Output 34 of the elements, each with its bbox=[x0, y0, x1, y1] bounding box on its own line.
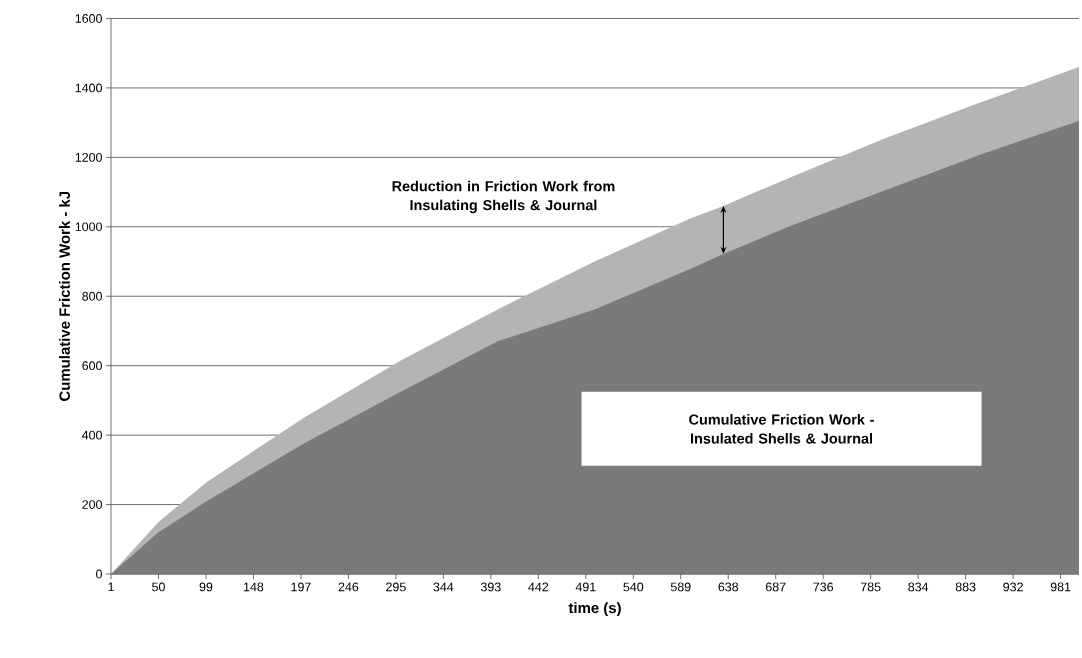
x-tick-label: 540 bbox=[623, 582, 644, 592]
x-axis-title: time (s) bbox=[568, 602, 621, 617]
x-tick-label: 589 bbox=[670, 582, 691, 592]
x-tick-label: 785 bbox=[860, 582, 881, 592]
y-tick-label: 1000 bbox=[75, 222, 102, 232]
x-tick-label: 834 bbox=[908, 582, 929, 592]
x-tick-label: 687 bbox=[765, 582, 786, 592]
y-tick-label: 200 bbox=[82, 500, 102, 509]
y-tick-label: 600 bbox=[82, 361, 102, 371]
x-tick-label: 393 bbox=[480, 582, 501, 592]
x-tick-label: 197 bbox=[291, 582, 311, 592]
y-tick-label: 400 bbox=[81, 430, 102, 440]
x-tick-label: 932 bbox=[1003, 582, 1023, 592]
x-tick-label: 1 bbox=[108, 582, 114, 592]
x-tick-label: 442 bbox=[528, 582, 549, 592]
x-tick-label: 99 bbox=[199, 582, 213, 592]
y-tick-label: 800 bbox=[82, 291, 102, 301]
x-tick-label: 295 bbox=[386, 582, 406, 592]
x-tick-label: 638 bbox=[718, 582, 739, 592]
y-tick-label: 1200 bbox=[75, 152, 102, 162]
y-tick-label: 1400 bbox=[75, 83, 102, 93]
y-axis-title: Cumulative Friction Work - kJ bbox=[58, 191, 70, 401]
annotation: Reduction in Friction Work from Insulating Shells & Journal bbox=[392, 180, 615, 214]
x-tick-label: 491 bbox=[575, 582, 596, 592]
x-tick-label: 246 bbox=[338, 582, 359, 592]
x-tick-label: 148 bbox=[244, 582, 264, 592]
annotation: Cumulative Friction Work - Insulated Shells & Journal bbox=[689, 414, 874, 444]
y-tick-label: 0 bbox=[96, 569, 102, 579]
x-tick-label: 883 bbox=[955, 582, 976, 592]
x-tick-label: 344 bbox=[433, 582, 454, 592]
x-tick-label: 50 bbox=[152, 582, 165, 592]
x-tick-label: 981 bbox=[1050, 582, 1071, 592]
y-tick-label: 1600 bbox=[75, 14, 102, 23]
x-tick-label: 736 bbox=[813, 582, 834, 592]
